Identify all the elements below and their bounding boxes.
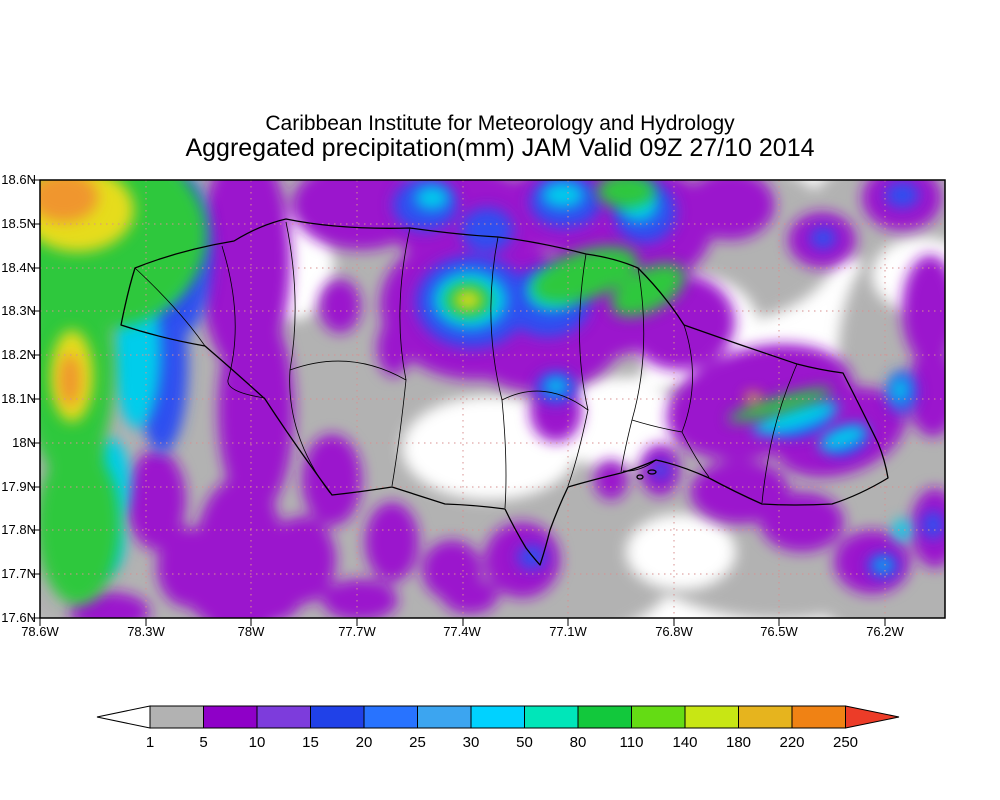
y-axis-label: 17.6N <box>1 610 36 625</box>
x-axis-label: 76.8W <box>655 624 693 639</box>
colorbar-label: 140 <box>672 734 697 751</box>
x-axis-label: 78.3W <box>127 624 165 639</box>
jamaica-coastline <box>120 218 889 566</box>
y-axis-label: 18.2N <box>1 347 36 362</box>
colorbar-label: 15 <box>302 734 319 751</box>
map-title: Aggregated precipitation(mm) JAM Valid 0… <box>185 134 815 162</box>
colorbar-label: 25 <box>409 734 426 751</box>
colorbar-segment <box>577 705 632 729</box>
grid-lines <box>40 180 945 618</box>
y-axis-label: 18.1N <box>1 391 36 406</box>
precip-field <box>40 180 945 618</box>
colorbar-segment <box>684 705 739 729</box>
org-title: Caribbean Institute for Meteorology and … <box>265 112 735 135</box>
x-axis-label: 77.4W <box>443 624 481 639</box>
y-axis-label: 18.4N <box>1 260 36 275</box>
colorbar-segment <box>203 705 258 729</box>
colorbar-label: 80 <box>570 734 587 751</box>
colorbar-segment <box>149 705 204 729</box>
x-axis-label: 76.2W <box>866 624 904 639</box>
colorbar-label: 250 <box>833 734 858 751</box>
colorbar-legend: 1 5 10 15 20 25 30 50 80 110 140 180 220… <box>96 705 900 751</box>
colorbar-label: 180 <box>726 734 751 751</box>
colorbar-label: 1 <box>146 734 154 751</box>
colorbar-label: 50 <box>516 734 533 751</box>
colorbar-label: 220 <box>779 734 804 751</box>
colorbar-segment <box>310 705 365 729</box>
y-axis-label: 18.6N <box>1 172 36 187</box>
colorbar-underflow-arrow <box>96 705 151 729</box>
x-axis-label: 77.7W <box>338 624 376 639</box>
colorbar-segment <box>256 705 311 729</box>
precipitation-map <box>32 179 946 626</box>
colorbar-segment <box>470 705 525 729</box>
colorbar-label: 10 <box>249 734 266 751</box>
y-axis-label: 18.5N <box>1 216 36 231</box>
precip-orange-layer <box>40 180 98 406</box>
colorbar-label: 5 <box>199 734 207 751</box>
colorbar-segment <box>417 705 472 729</box>
axis-ticks <box>32 179 886 626</box>
x-axis-label: 77.1W <box>549 624 587 639</box>
y-axis-label: 17.8N <box>1 522 36 537</box>
x-axis-label: 76.5W <box>760 624 798 639</box>
colorbar-overflow-arrow <box>845 705 900 729</box>
y-axis-label: 18.3N <box>1 303 36 318</box>
colorbar-segment <box>791 705 846 729</box>
y-axis-label: 18N <box>12 435 36 450</box>
x-axis-label: 78W <box>237 624 265 639</box>
x-axis-label: 78.6W <box>21 624 59 639</box>
y-axis-label: 17.7N <box>1 566 36 581</box>
colorbar-segment <box>631 705 686 729</box>
colorbar-label: 110 <box>620 734 644 751</box>
colorbar-label: 30 <box>463 734 480 751</box>
colorbar-segment <box>738 705 793 729</box>
parish-boundaries <box>134 221 798 509</box>
colorbar-segment <box>524 705 579 729</box>
colorbar-label: 20 <box>356 734 373 751</box>
y-axis-label: 17.9N <box>1 479 36 494</box>
colorbar-segment <box>363 705 418 729</box>
